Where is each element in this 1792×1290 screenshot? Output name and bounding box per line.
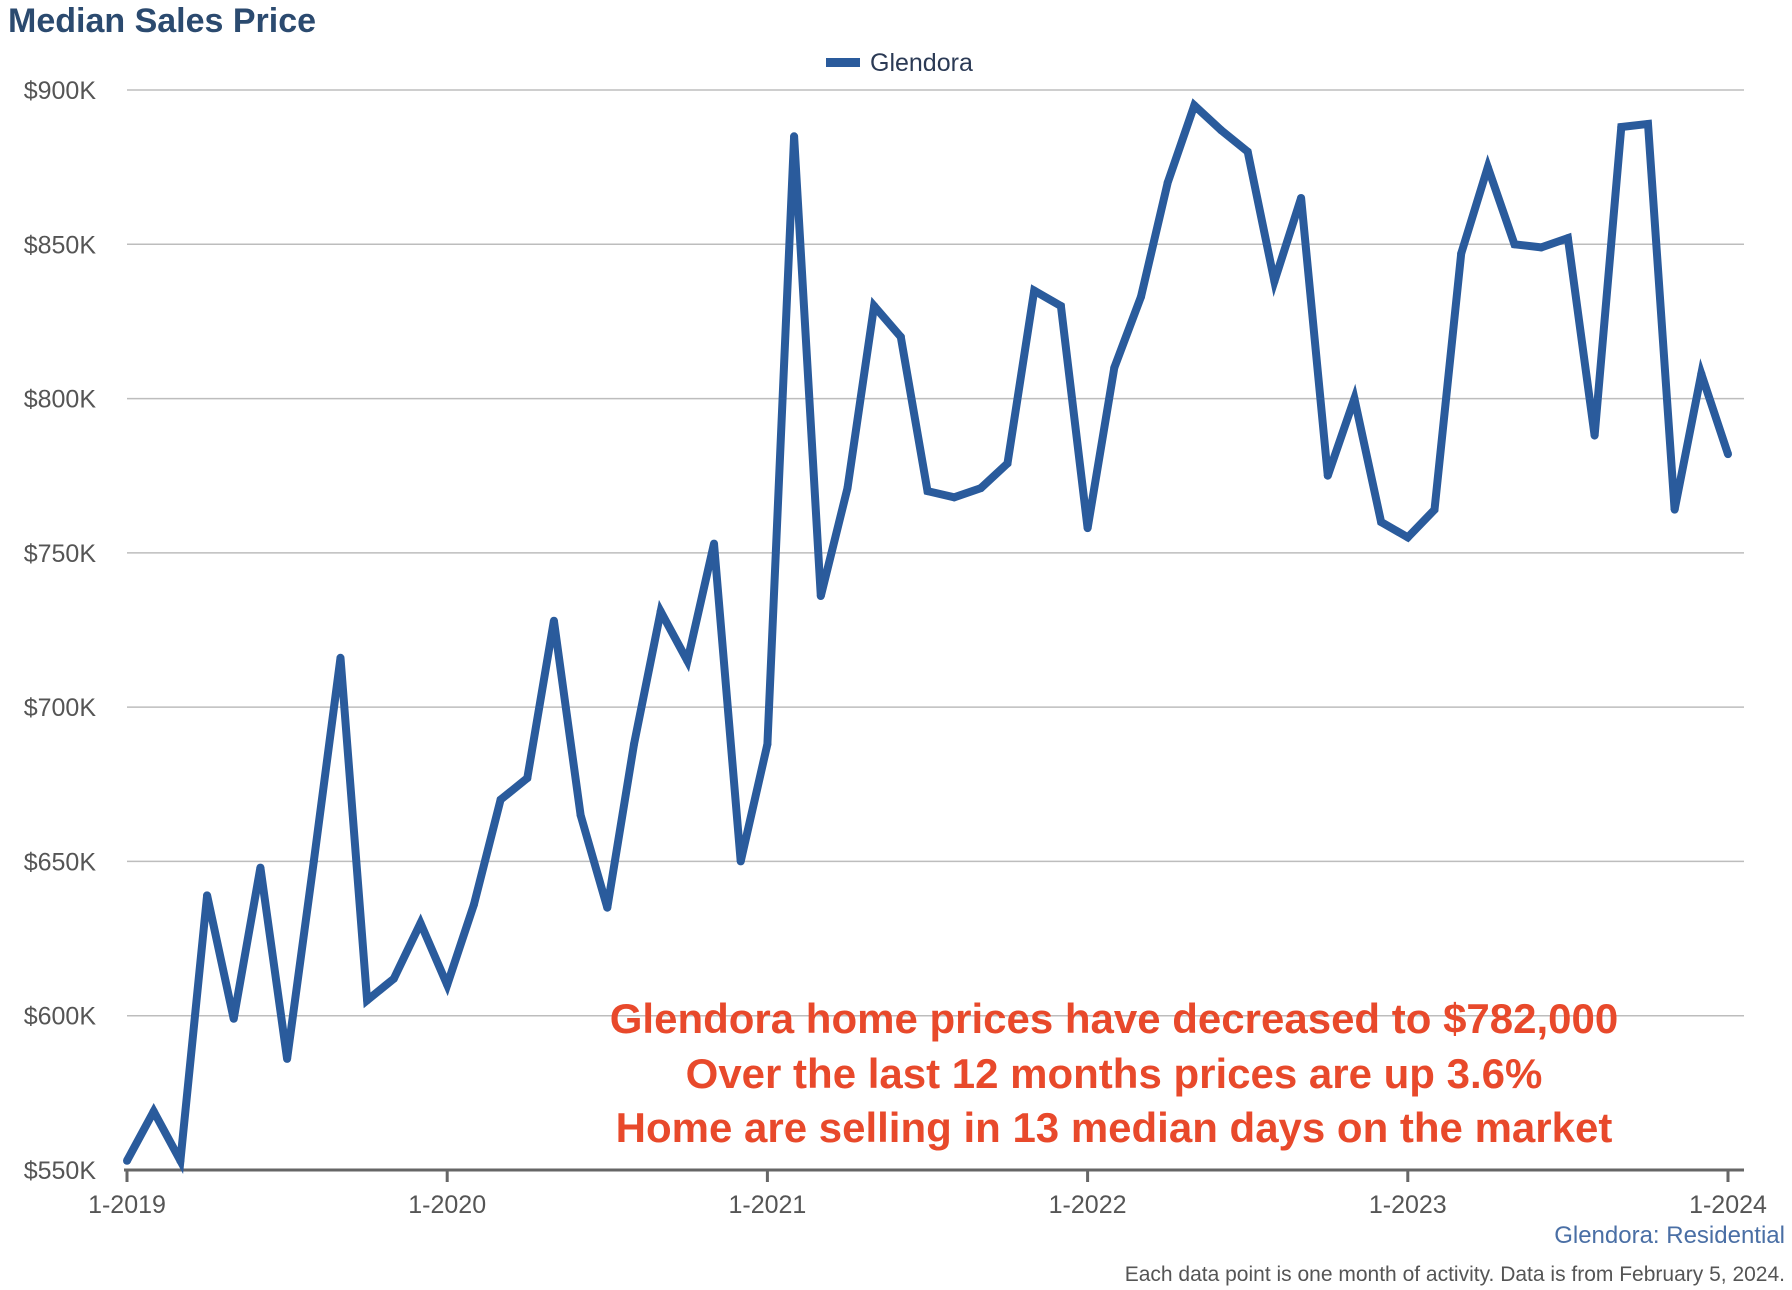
data-point: [896, 332, 905, 341]
data-point: [736, 857, 745, 866]
data-point: [1670, 505, 1679, 514]
data-point: [1643, 119, 1652, 128]
data-point: [123, 1156, 131, 1165]
data-point: [496, 795, 505, 804]
y-tick-label: $750K: [24, 540, 97, 568]
data-point: [1030, 286, 1039, 295]
y-tick-label: $550K: [24, 1157, 97, 1185]
footnote: Each data point is one month of activity…: [1125, 1263, 1785, 1286]
data-point: [763, 740, 772, 749]
data-point: [1136, 292, 1145, 301]
data-point: [1083, 524, 1092, 533]
legend-label: Glendora: [870, 49, 973, 77]
y-tick-label: $800K: [24, 386, 97, 414]
data-point: [683, 656, 692, 665]
data-point: [229, 1014, 238, 1023]
data-point: [283, 1054, 292, 1063]
data-point: [1563, 234, 1572, 243]
chart-title: Median Sales Price: [8, 2, 316, 40]
series-layer: [123, 98, 1732, 1175]
y-tick-label: $850K: [24, 231, 97, 259]
data-point: [1003, 459, 1012, 468]
annotation-line-3: Home are selling in 13 median days on th…: [616, 1104, 1613, 1151]
data-point: [1430, 505, 1439, 514]
data-point: [1163, 178, 1172, 187]
data-point: [1377, 518, 1386, 526]
data-point: [1270, 277, 1279, 286]
data-point: [256, 863, 265, 872]
legend: Glendora: [826, 49, 973, 77]
x-tick-label: 1-2024: [1689, 1191, 1767, 1219]
data-point: [816, 592, 825, 601]
source-label: Glendora: Residential: [1554, 1222, 1785, 1249]
data-point: [870, 302, 879, 310]
x-tick-label: 1-2023: [1369, 1191, 1447, 1219]
x-tick-label: 1-2022: [1049, 1191, 1127, 1219]
data-point: [203, 891, 212, 900]
y-tick-label: $650K: [24, 848, 97, 876]
data-point: [603, 903, 612, 912]
x-tick-label: 1-2019: [88, 1191, 166, 1219]
annotation-line-2: Over the last 12 months prices are up 3.…: [686, 1050, 1543, 1097]
data-point: [629, 740, 638, 749]
data-point: [1617, 123, 1626, 132]
data-point: [1190, 101, 1199, 110]
data-point: [443, 980, 452, 989]
data-point: [149, 1107, 158, 1116]
y-tick-label: $700K: [24, 694, 97, 722]
data-point: [710, 539, 719, 548]
data-point: [1697, 369, 1706, 378]
data-point: [1350, 394, 1359, 403]
data-point: [790, 132, 799, 141]
data-point: [1457, 249, 1466, 258]
data-point: [363, 996, 372, 1005]
data-point: [389, 974, 398, 983]
data-point: [1297, 194, 1306, 202]
x-tick-label: 1-2020: [408, 1191, 486, 1219]
data-point: [1724, 450, 1732, 459]
data-point: [1403, 533, 1412, 542]
data-point: [976, 484, 985, 493]
data-point: [1056, 302, 1065, 310]
y-tick-label: $600K: [24, 1003, 97, 1031]
data-point: [923, 487, 932, 496]
grid: [127, 89, 1744, 1017]
data-point: [336, 653, 345, 662]
data-point: [1217, 126, 1226, 135]
data-point: [523, 774, 532, 783]
data-point: [549, 616, 558, 625]
x-axis: 1-2019 1-2020 1-2021 1-2022 1-2023 1-2024: [88, 1168, 1767, 1219]
data-point: [309, 857, 318, 866]
data-point: [843, 484, 852, 493]
data-point: [1590, 431, 1599, 440]
data-point: [1323, 471, 1332, 480]
data-point: [576, 811, 585, 820]
data-point: [950, 493, 959, 502]
data-point: [1510, 240, 1519, 249]
x-tick-label: 1-2021: [728, 1191, 806, 1219]
data-point: [1483, 163, 1492, 172]
legend-swatch: [826, 58, 860, 67]
data-point: [469, 900, 478, 909]
data-point: [1243, 147, 1252, 156]
annotation-line-1: Glendora home prices have decreased to $…: [610, 995, 1619, 1042]
data-point: [416, 919, 425, 928]
y-axis: $550K $600K $650K $700K $750K $800K $850K $900K: [24, 77, 97, 1185]
annotation: Glendora home prices have decreased to $…: [610, 995, 1619, 1151]
data-point: [656, 607, 665, 616]
data-point: [1110, 363, 1119, 372]
y-tick-label: $900K: [24, 77, 97, 105]
data-point: [176, 1156, 185, 1165]
data-point: [1537, 243, 1546, 252]
